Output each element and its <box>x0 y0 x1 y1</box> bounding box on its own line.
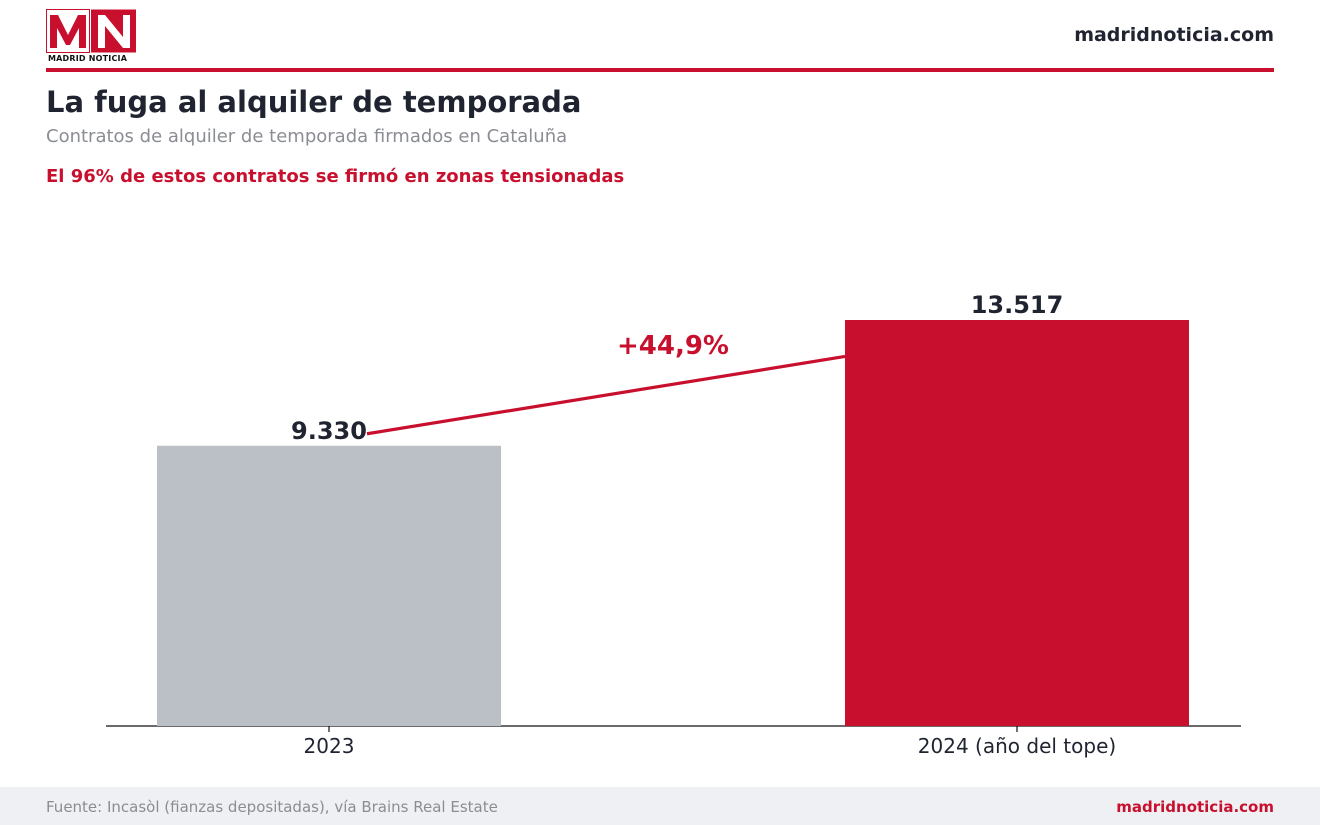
source-note: Fuente: Incasòl (fianzas depositadas), v… <box>46 798 498 816</box>
footer-bar: Fuente: Incasòl (fianzas depositadas), v… <box>0 787 1320 825</box>
value-label-0: 9.330 <box>291 417 367 445</box>
highlight-text: El 96% de estos contratos se firmó en zo… <box>46 166 625 187</box>
bar-1 <box>845 320 1189 726</box>
madrid-noticia-logo <box>46 9 136 53</box>
site-name-footer: madridnoticia.com <box>1116 798 1274 816</box>
x-tick-label-1: 2024 (año del tope) <box>918 734 1116 758</box>
site-name-header: madridnoticia.com <box>1074 24 1274 46</box>
value-label-1: 13.517 <box>971 291 1064 319</box>
growth-annotation: +44,9% <box>617 331 729 361</box>
growth-line <box>366 354 846 436</box>
page-title: La fuga al alquiler de temporada <box>46 85 582 119</box>
logo-caption: MADRID NOTICIA <box>48 54 128 63</box>
header-divider <box>46 68 1274 72</box>
x-tick-label-0: 2023 <box>304 734 355 758</box>
page-subtitle: Contratos de alquiler de temporada firma… <box>46 126 568 147</box>
bar-0 <box>157 445 501 726</box>
